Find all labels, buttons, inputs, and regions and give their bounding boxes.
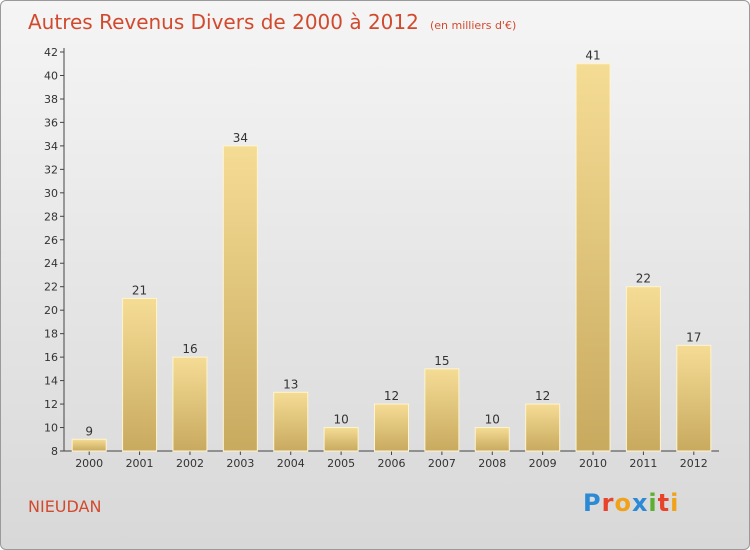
bar-value-label: 10 (485, 413, 500, 427)
x-tick-label: 2000 (75, 457, 103, 470)
bar (222, 145, 258, 452)
x-tick-label: 2001 (126, 457, 154, 470)
bar-value-label: 12 (535, 389, 550, 403)
bar (374, 403, 409, 452)
logo-letter: i (670, 489, 680, 517)
y-tick-label: 20 (44, 304, 58, 317)
x-tick-label: 2003 (226, 457, 254, 470)
y-tick-label: 42 (44, 46, 58, 59)
x-tick-label: 2008 (478, 457, 506, 470)
y-tick-label: 38 (44, 93, 58, 106)
y-tick-label: 18 (44, 328, 58, 341)
x-tick-label: 2010 (579, 457, 607, 470)
bar (122, 297, 158, 452)
bar-value-label: 12 (384, 389, 399, 403)
y-tick-label: 10 (44, 422, 58, 435)
y-tick-label: 16 (44, 351, 58, 364)
y-tick-label: 8 (51, 445, 58, 458)
chart-title: Autres Revenus Divers de 2000 à 2012 (en… (28, 10, 516, 34)
y-tick-label: 40 (44, 69, 58, 82)
bar (474, 427, 510, 452)
y-tick-label: 24 (44, 257, 58, 270)
bar-value-label: 22 (636, 272, 651, 286)
y-tick-label: 14 (44, 375, 58, 388)
logo-letter: x (631, 489, 649, 517)
x-tick-label: 2007 (428, 457, 456, 470)
commune-name: NIEUDAN (28, 497, 102, 516)
y-tick-label: 34 (44, 140, 58, 153)
bar-value-label: 16 (182, 342, 197, 356)
y-tick-label: 22 (44, 281, 58, 294)
bar-value-label: 9 (85, 424, 93, 438)
bar (625, 286, 661, 452)
y-tick-label: 36 (44, 116, 58, 129)
x-tick-label: 2006 (378, 457, 406, 470)
bar (323, 427, 359, 452)
bar (172, 356, 208, 452)
logo-letter: i (648, 489, 658, 517)
bar-value-label: 15 (434, 354, 449, 368)
bar-value-label: 21 (132, 283, 147, 297)
bar-value-label: 41 (585, 49, 600, 63)
bar (676, 344, 712, 452)
x-tick-label: 2004 (277, 457, 305, 470)
bar-value-label: 17 (686, 330, 701, 344)
bar (424, 368, 460, 452)
title-text: Autres Revenus Divers de 2000 à 2012 (28, 10, 419, 34)
bar (525, 403, 561, 452)
bar-value-label: 13 (283, 377, 298, 391)
bar-value-label: 10 (333, 413, 348, 427)
proxiti-logo[interactable]: Proxiti (583, 489, 679, 517)
logo-letter: P (583, 489, 602, 517)
x-tick-label: 2005 (327, 457, 355, 470)
y-tick-label: 28 (44, 210, 58, 223)
unit-text: (en milliers d'€) (429, 19, 517, 32)
bar (273, 391, 309, 452)
y-tick-label: 12 (44, 398, 58, 411)
y-tick-label: 26 (44, 234, 58, 247)
bar (71, 438, 107, 452)
x-tick-label: 2009 (529, 457, 557, 470)
x-tick-label: 2012 (680, 457, 708, 470)
logo-letter: o (614, 489, 632, 517)
y-tick-label: 30 (44, 187, 58, 200)
x-tick-label: 2002 (176, 457, 204, 470)
bar-value-label: 34 (233, 131, 248, 145)
x-tick-label: 2011 (629, 457, 657, 470)
logo-letter: r (601, 489, 615, 517)
y-tick-label: 32 (44, 163, 58, 176)
logo-letter: t (657, 489, 671, 517)
bar (575, 63, 611, 452)
